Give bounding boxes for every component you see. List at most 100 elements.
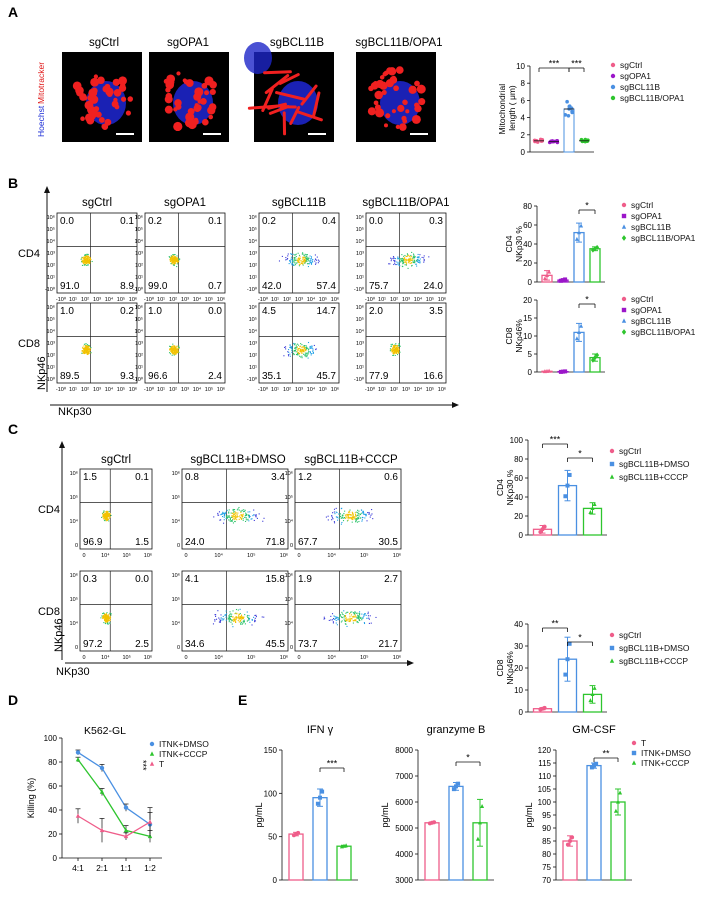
event-dot [86, 348, 88, 350]
event-dot [357, 621, 359, 623]
data-point [99, 827, 105, 833]
c-x-axis-label: NKp30 [56, 666, 90, 678]
event-dot [255, 514, 257, 516]
event-dot [170, 260, 172, 262]
quadrant-ll: 34.6 [185, 639, 205, 650]
y-tick-label: 0 [290, 645, 293, 651]
sig-label: * [578, 449, 582, 459]
data-point [592, 502, 597, 507]
event-dot [175, 256, 177, 258]
event-dot [108, 515, 110, 517]
event-dot [290, 256, 293, 258]
c-bar-ylabel-2: NKp30 % [505, 469, 515, 505]
x-tick-label: 0 [297, 553, 300, 559]
y-tick-label: 10⁶ [135, 304, 143, 311]
panel-a-microscopy: sgCtrl sgOPA1 sgBCL11B sgBCL11B/OPA1 Hoe… [36, 37, 443, 142]
event-dot [423, 257, 425, 259]
event-dot [399, 258, 401, 261]
data-point [577, 330, 581, 334]
event-dot [106, 619, 108, 621]
event-dot [298, 254, 301, 256]
event-dot [299, 263, 301, 266]
e-chart-title: IFN γ [307, 724, 334, 736]
event-dot [361, 613, 363, 615]
event-dot [349, 516, 351, 518]
event-dot [233, 513, 235, 515]
event-dot [232, 512, 234, 514]
event-dot [171, 346, 173, 349]
event-dot [82, 261, 84, 263]
data-point [75, 813, 81, 818]
data-point [621, 329, 627, 335]
x-tick-label: 10³ [181, 387, 189, 393]
event-dot [405, 264, 407, 266]
event-dot [174, 347, 176, 349]
event-dot [307, 341, 310, 344]
event-dot [305, 257, 307, 259]
event-dot [354, 612, 356, 614]
event-dot [354, 516, 356, 518]
event-dot [104, 617, 106, 619]
event-dot [86, 344, 88, 346]
event-dot [81, 258, 83, 260]
event-dot [88, 352, 90, 354]
mito-fragment [408, 85, 417, 94]
event-dot [286, 258, 288, 260]
event-dot [87, 345, 89, 347]
event-dot [240, 616, 243, 619]
event-dot [364, 513, 366, 515]
x-tick-label: 10¹ [271, 387, 279, 393]
event-dot [410, 254, 412, 257]
event-dot [172, 257, 174, 259]
quadrant-ul: 1.0 [60, 306, 74, 317]
event-dot [404, 261, 406, 263]
event-dot [342, 514, 344, 516]
event-dot [337, 617, 340, 619]
event-dot [104, 513, 106, 515]
event-dot [86, 350, 88, 352]
b-bar-ylabel-1: CD4 [504, 235, 514, 252]
mito-fragment [173, 107, 178, 112]
x-tick-label: 10⁵ [319, 296, 327, 303]
event-dot [86, 264, 88, 266]
y-tick-label: 7000 [395, 772, 413, 781]
event-dot [241, 509, 243, 511]
data-point [610, 62, 616, 68]
data-point [621, 202, 627, 208]
bar [312, 797, 328, 881]
event-dot [249, 511, 251, 513]
c-y-arrowhead [59, 441, 65, 448]
event-dot [310, 347, 312, 349]
event-dot [222, 512, 224, 514]
legend-label: sgBCL11B [631, 316, 671, 326]
event-dot [287, 354, 290, 356]
y-tick-label: 10⁴ [135, 238, 144, 245]
event-dot [345, 612, 347, 614]
legend-label: sgCtrl [619, 446, 641, 456]
event-dot [223, 618, 225, 620]
event-dot [236, 514, 238, 516]
y-tick-label: 8000 [395, 746, 413, 755]
event-dot [109, 618, 111, 620]
event-dot [303, 257, 305, 259]
event-dot [178, 259, 180, 261]
y-tick-label: 10⁶ [47, 214, 55, 221]
event-dot [228, 509, 230, 511]
event-dot [246, 513, 248, 515]
event-dot [339, 614, 342, 616]
y-tick-label: 10 [514, 686, 523, 695]
event-dot [355, 616, 357, 618]
mito-fragment [112, 78, 120, 86]
event-dot [106, 614, 108, 616]
y-tick-label: -10⁰ [133, 376, 144, 383]
y-tick-label: 10⁶ [135, 214, 143, 221]
event-dot [354, 616, 356, 618]
mito-fragment [374, 104, 381, 111]
event-dot [305, 254, 307, 256]
event-dot [263, 517, 265, 519]
y-tick-label: 80 [514, 455, 523, 464]
y-tick-label: 85 [542, 837, 551, 846]
event-dot [229, 613, 231, 615]
